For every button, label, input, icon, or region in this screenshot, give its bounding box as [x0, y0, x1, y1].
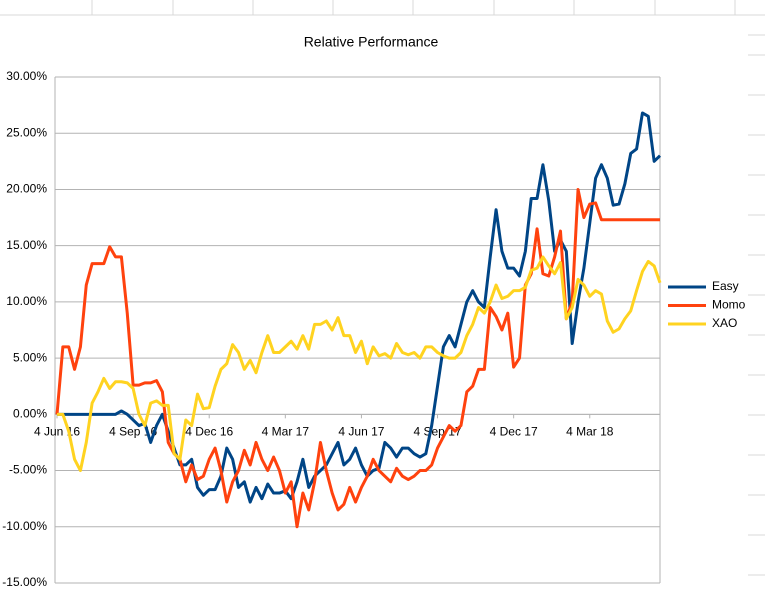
y-tick-label: 15.00%	[6, 238, 47, 252]
y-tick-label: 25.00%	[6, 125, 47, 139]
x-tick-label: 4 Jun 17	[338, 425, 384, 439]
y-tick-label: 10.00%	[6, 294, 47, 308]
y-tick-label: 5.00%	[13, 350, 47, 364]
legend-label: Easy	[712, 279, 739, 293]
y-tick-label: -15.00%	[2, 575, 47, 589]
y-tick-label: 0.00%	[13, 407, 47, 421]
x-tick-label: 4 Mar 18	[566, 425, 614, 439]
y-tick-label: -10.00%	[2, 519, 47, 533]
x-tick-label: 4 Dec 17	[490, 425, 538, 439]
y-tick-label: 20.00%	[6, 182, 47, 196]
line-series	[55, 187, 660, 529]
legend-label: XAO	[712, 316, 737, 330]
legend-label: Momo	[712, 298, 746, 312]
line-series	[57, 255, 662, 473]
x-tick-label: 4 Dec 16	[185, 425, 233, 439]
spreadsheet-grid	[0, 0, 765, 576]
x-tick-label: 4 Jun 16	[34, 425, 80, 439]
y-tick-label: -5.00%	[9, 463, 47, 477]
chart-title: Relative Performance	[304, 34, 439, 50]
x-tick-label: 4 Mar 17	[262, 425, 310, 439]
y-tick-label: 30.00%	[6, 69, 47, 83]
